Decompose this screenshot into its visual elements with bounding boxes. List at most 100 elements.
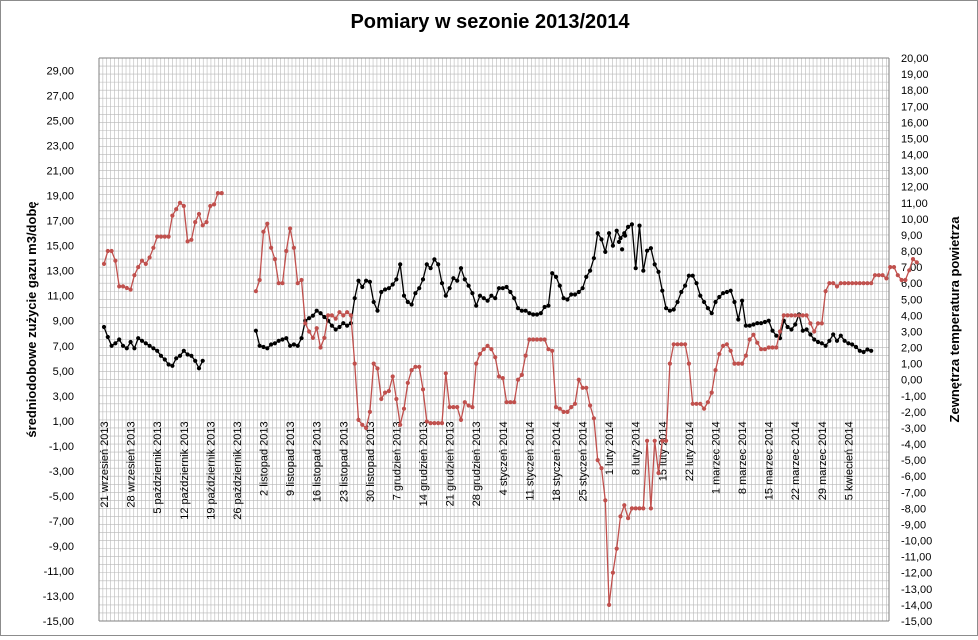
series-2-point [155, 234, 160, 239]
series-2-point [481, 347, 486, 352]
series-2-point [903, 277, 908, 283]
series-2-point [462, 400, 467, 405]
series-1-point [155, 348, 160, 353]
series-2-point [284, 248, 289, 254]
series-1-point [136, 336, 141, 341]
series-1-point [591, 256, 597, 261]
series-2-point [101, 261, 107, 266]
series-2-point [584, 385, 589, 390]
series-1-point [785, 324, 790, 330]
series-2-point [800, 313, 805, 318]
series-1-point [405, 299, 410, 305]
series-2-point [770, 345, 775, 350]
series-2-point [447, 405, 452, 410]
series-1-point [147, 343, 152, 348]
series-2-point [136, 265, 141, 270]
series-2-point [546, 347, 551, 352]
series-1-point [128, 339, 133, 345]
series-2-point [424, 419, 429, 424]
series-1-point [774, 333, 779, 338]
series-2-point [485, 343, 490, 348]
series-1-point [455, 278, 460, 283]
series-2-point [588, 403, 593, 408]
series-1-point [371, 299, 376, 305]
series-2-point [523, 353, 528, 358]
series-2-point [705, 400, 711, 405]
series-1-point [174, 356, 179, 361]
series-2-point [607, 602, 612, 608]
series-2-point [371, 361, 376, 366]
series-1-point [565, 297, 570, 302]
series-2-point [656, 470, 661, 476]
series-2-point [291, 245, 296, 250]
series-1-point [561, 296, 566, 301]
x-tick-label: 5 kwiecień 2014 [843, 421, 855, 500]
series-2-point [196, 211, 202, 217]
x-tick-label: 29 marzec 2014 [817, 421, 829, 500]
series-2-point [538, 337, 543, 342]
series-2-point [383, 390, 388, 395]
series-2-point [189, 237, 194, 242]
series-2-point [512, 400, 517, 405]
series-2-point [200, 223, 205, 228]
series-1-point [588, 268, 593, 273]
series-1-point [709, 311, 714, 316]
series-2-point [652, 438, 657, 443]
series-2-point [713, 368, 718, 373]
right-tick-label: 14,00 [901, 150, 929, 162]
series-2-point [740, 361, 745, 366]
series-2-point [614, 546, 619, 551]
series-1-point [584, 274, 589, 279]
series-1-point [447, 286, 452, 291]
series-2-point [534, 337, 540, 342]
series-2-point [265, 221, 270, 226]
series-1-point [496, 286, 502, 291]
series-1-point [401, 293, 407, 298]
series-1-point [827, 338, 832, 343]
series-2-point [398, 422, 403, 427]
series-1-point [831, 332, 836, 337]
x-tick-label: 12 październik 2013 [179, 421, 191, 519]
series-2-point [869, 281, 874, 286]
series-1-point [420, 277, 426, 282]
series-1-point [470, 291, 475, 296]
right-axis-title: Zewnętrza temperatura powietrza [947, 216, 962, 423]
series-2-point [675, 342, 680, 347]
series-2-point [880, 273, 885, 278]
series-1-point [101, 324, 107, 330]
series-2-point [474, 361, 479, 366]
series-2-point [785, 313, 790, 318]
series-2-point [515, 377, 521, 382]
series-2-point [766, 345, 771, 350]
series-2-point [341, 313, 346, 318]
series-1-point [310, 313, 315, 318]
series-2-point [781, 313, 786, 318]
series-1-point [329, 323, 334, 328]
right-tick-label: -8,00 [901, 503, 926, 515]
series-2-point [394, 396, 399, 402]
series-1-point [443, 293, 448, 298]
series-2-point [728, 348, 733, 353]
series-2-point [307, 329, 312, 334]
series-2-point [401, 406, 407, 411]
right-tick-label: 1,00 [901, 359, 922, 371]
series-1-point [314, 308, 319, 313]
series-2-point [660, 438, 665, 443]
series-2-point [345, 310, 350, 315]
series-1-point [166, 362, 171, 367]
right-tick-label: 18,00 [901, 85, 929, 97]
series-2-point [777, 329, 783, 334]
series-1-point [261, 344, 266, 350]
series-1-point [736, 317, 741, 322]
series-2-point [261, 229, 266, 234]
series-1-point [512, 296, 517, 301]
right-tick-label: 15,00 [901, 133, 929, 145]
series-1-point [364, 278, 369, 283]
series-2-line [255, 221, 918, 605]
series-1-point [804, 327, 809, 332]
right-tick-label: 16,00 [901, 117, 929, 129]
series-1-point [698, 293, 703, 298]
series-1-point [189, 353, 194, 358]
series-2-point [177, 200, 183, 205]
left-tick-label: -9,00 [49, 541, 74, 553]
